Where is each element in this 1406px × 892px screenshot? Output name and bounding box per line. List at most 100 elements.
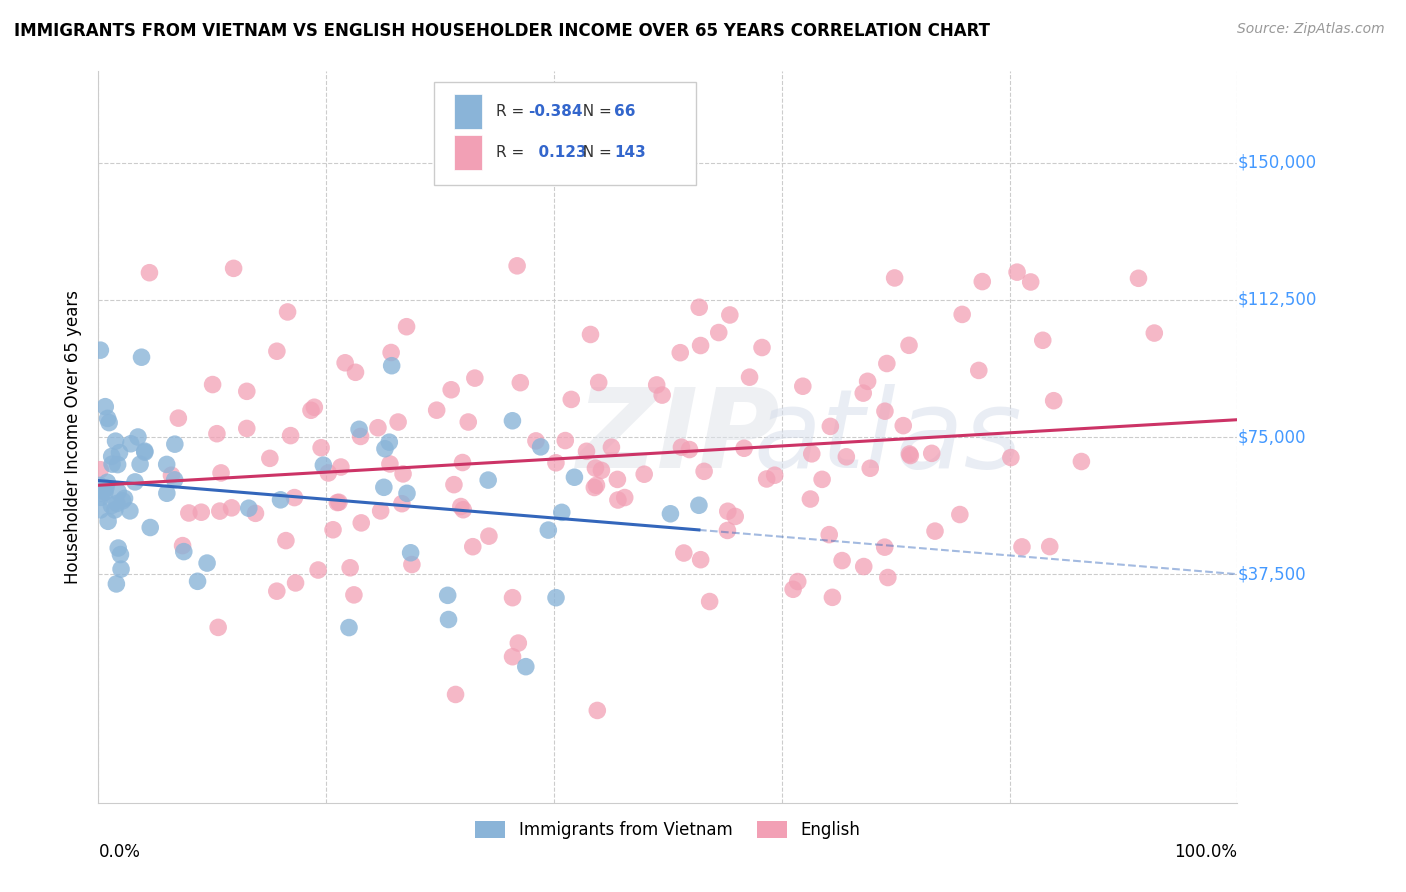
Text: $112,500: $112,500 [1237, 291, 1316, 309]
Point [898, 447, 921, 461]
Point [883, 271, 905, 285]
Point [94, 481, 117, 495]
Point [502, 591, 524, 605]
Point [107, 541, 129, 555]
Point [924, 524, 946, 538]
Point [689, 338, 711, 352]
Point [811, 472, 834, 486]
Point [716, 524, 738, 538]
Point [436, 588, 458, 602]
Point [859, 461, 882, 475]
Y-axis label: Householder Income Over 65 years: Householder Income Over 65 years [65, 290, 83, 584]
Point [852, 386, 875, 401]
Point [600, 440, 623, 454]
Point [104, 503, 127, 517]
Point [1128, 271, 1150, 285]
Point [134, 444, 156, 458]
Point [378, 457, 401, 471]
Point [277, 305, 299, 319]
Point [107, 484, 129, 499]
Point [856, 374, 879, 388]
Text: $150,000: $150,000 [1237, 153, 1316, 172]
Point [699, 594, 721, 608]
Point [586, 703, 609, 717]
Point [274, 533, 297, 548]
Point [380, 345, 402, 359]
Point [270, 492, 292, 507]
Point [763, 468, 786, 483]
Point [1042, 393, 1064, 408]
Point [693, 464, 716, 478]
Point [530, 440, 553, 454]
Point [831, 553, 853, 567]
Point [100, 450, 122, 464]
Text: N =: N = [574, 145, 617, 160]
Point [820, 419, 842, 434]
Point [307, 563, 329, 577]
Point [949, 508, 972, 522]
Point [209, 466, 232, 480]
Point [167, 411, 190, 425]
Point [104, 434, 127, 449]
Point [100, 499, 122, 513]
Point [322, 523, 344, 537]
Point [156, 458, 179, 472]
Point [349, 429, 371, 443]
Text: $75,000: $75,000 [1237, 428, 1306, 446]
Point [105, 577, 128, 591]
Point [461, 540, 484, 554]
Point [972, 275, 994, 289]
Point [238, 501, 260, 516]
Point [751, 341, 773, 355]
Point [444, 688, 467, 702]
Point [98, 416, 121, 430]
Point [318, 466, 340, 480]
Point [852, 559, 875, 574]
Point [222, 261, 245, 276]
Point [501, 414, 523, 428]
Point [236, 384, 259, 399]
Point [266, 344, 288, 359]
Point [339, 561, 361, 575]
Point [688, 498, 710, 512]
Point [591, 463, 613, 477]
FancyBboxPatch shape [434, 82, 696, 185]
Point [205, 426, 228, 441]
Point [579, 327, 602, 342]
Point [120, 436, 142, 450]
Point [564, 470, 586, 484]
Point [524, 434, 547, 448]
Point [515, 659, 537, 673]
Point [1143, 326, 1166, 340]
Point [89, 478, 111, 492]
Text: 0.0%: 0.0% [98, 843, 141, 861]
Point [347, 422, 370, 436]
Text: -0.384: -0.384 [527, 104, 582, 120]
Point [1005, 265, 1028, 279]
Point [651, 388, 673, 402]
Point [738, 370, 761, 384]
Point [437, 613, 460, 627]
Point [873, 404, 896, 418]
Point [800, 447, 823, 461]
Point [395, 486, 418, 500]
Point [387, 415, 409, 429]
Point [367, 421, 389, 435]
Point [190, 505, 212, 519]
Point [344, 365, 367, 379]
Point [89, 463, 111, 477]
Point [299, 403, 322, 417]
Point [633, 467, 655, 482]
Point [689, 552, 711, 566]
Point [613, 491, 636, 505]
Point [108, 445, 131, 459]
Text: R =: R = [496, 104, 529, 120]
Point [172, 539, 194, 553]
Point [606, 472, 628, 486]
Point [91, 486, 114, 500]
Point [105, 496, 128, 510]
Point [283, 491, 305, 505]
Point [551, 505, 574, 519]
Point [821, 591, 844, 605]
Point [672, 546, 695, 560]
